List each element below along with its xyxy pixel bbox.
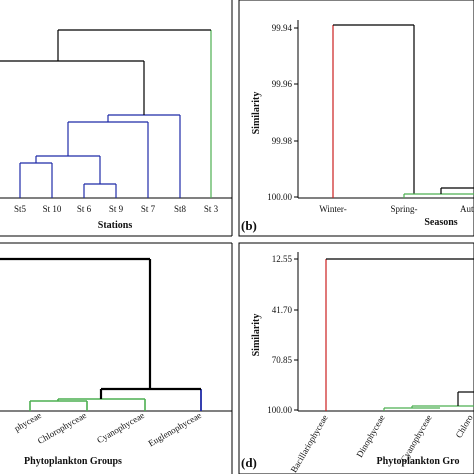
leaf-label: Dinophyceae — [354, 413, 386, 459]
panel-c-tree — [0, 257, 202, 411]
panel-b-leaf-labels: Winter- Spring- Aut — [319, 204, 474, 214]
y-tick-label: 41.70 — [272, 305, 293, 315]
panel-d-ticks — [294, 258, 298, 411]
panel-d-tick-labels: 12.55 41.70 70.85 100.00 — [267, 254, 292, 415]
panel-b-frame — [238, 0, 474, 237]
leaf-label: Cyanophyceae — [95, 410, 146, 445]
panel-c-leaf-labels: phyceae Chlorophyceae Cyanophyceae Eugle… — [12, 410, 203, 448]
leaf-label: phyceae — [12, 410, 43, 433]
y-tick-label: 99.98 — [272, 136, 293, 146]
panel-a-xlabel: Stations — [98, 220, 133, 231]
panel-d-frame — [238, 242, 474, 474]
leaf-label: Euglenophyceae — [146, 410, 203, 448]
panel-b-tree — [332, 24, 474, 198]
leaf-label: Chlorophyceae — [36, 410, 88, 446]
panel-a-tree — [0, 29, 212, 198]
leaf-label: Aut — [460, 204, 474, 214]
y-tick-label: 99.94 — [272, 23, 293, 33]
panel-b-label: (b) — [241, 218, 257, 233]
leaf-label: St5 — [14, 204, 27, 214]
panel-a-leaf-labels: St5 St 10 St 6 St 9 St 7 St8 St 3 — [14, 204, 219, 214]
panel-b-ticks — [294, 27, 298, 198]
leaf-label: Bacillariophyceae — [289, 413, 330, 474]
leaf-label: St 3 — [204, 204, 219, 214]
leaf-label: St 9 — [109, 204, 124, 214]
panel-b-tick-labels: 99.94 99.96 99.98 100.00 — [267, 23, 292, 202]
panel-b-xlabel: Seasons — [424, 217, 457, 228]
panel-c-xlabel: Phytoplankton Groups — [24, 456, 122, 467]
y-tick-label: 100.00 — [267, 405, 292, 415]
panel-d-ylabel: Similarity — [251, 314, 262, 357]
leaf-label: St8 — [174, 204, 187, 214]
panel-d-label: (d) — [241, 455, 257, 470]
leaf-label: Spring- — [391, 204, 418, 214]
leaf-label: Chloro — [454, 413, 474, 440]
panel-d-xlabel: Phytoplankton Gro — [377, 456, 460, 467]
panel-b: 99.94 99.96 99.98 100.00 Similarity Wint… — [238, 0, 474, 237]
y-tick-label: 12.55 — [272, 254, 293, 264]
leaf-label: St 7 — [141, 204, 156, 214]
panel-b-ylabel: Similarity — [251, 92, 262, 135]
leaf-label: St 6 — [77, 204, 92, 214]
panel-d: 12.55 41.70 70.85 100.00 Similarity Baci… — [238, 242, 474, 474]
panel-c: phyceae Chlorophyceae Cyanophyceae Eugle… — [0, 242, 233, 474]
y-tick-label: 100.00 — [267, 192, 292, 202]
leaf-label: St 10 — [43, 204, 62, 214]
panel-d-tree — [325, 258, 474, 411]
leaf-label: Winter- — [319, 204, 346, 214]
panel-a: St5 St 10 St 6 St 9 St 7 St8 St 3 Statio… — [0, 0, 233, 237]
y-tick-label: 70.85 — [272, 355, 293, 365]
y-tick-label: 99.96 — [272, 79, 293, 89]
